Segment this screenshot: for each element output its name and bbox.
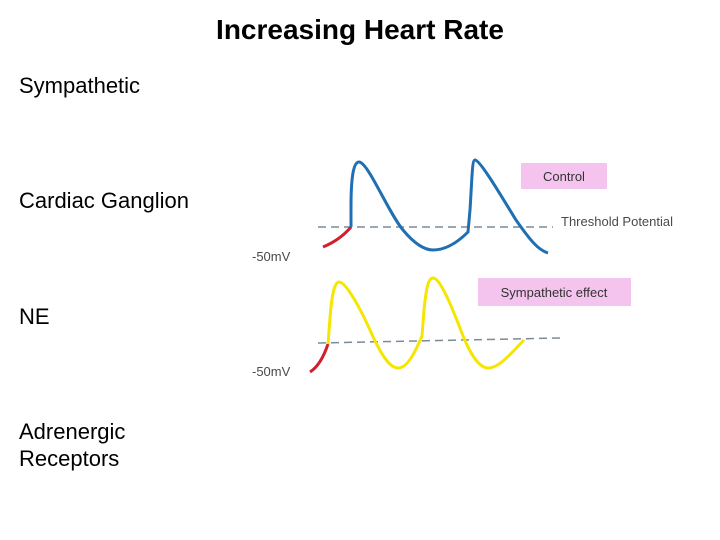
- label-ne: NE: [19, 304, 50, 329]
- sympathetic-wave: [326, 276, 526, 370]
- voltage-label-bottom: -50mV: [252, 364, 291, 379]
- sympathetic-effect-label: Sympathetic effect: [501, 285, 608, 300]
- control-prepotential: [322, 226, 353, 249]
- label-adrenergic-receptors: Adrenergic Receptors: [19, 419, 126, 471]
- label-sympathetic: Sympathetic: [19, 73, 141, 98]
- label-cardiac-ganglion: Cardiac Ganglion: [19, 188, 189, 213]
- sympathetic-label-box: [478, 278, 631, 306]
- control-wave: [349, 158, 549, 255]
- control-label-box: [521, 163, 607, 189]
- sympathetic-prepotential: [309, 343, 330, 374]
- control-label: Control: [543, 169, 585, 184]
- voltage-label-top: -50mV: [252, 249, 291, 264]
- threshold-potential-label: Threshold Potential: [561, 214, 673, 229]
- slide-title: Increasing Heart Rate: [216, 14, 504, 45]
- action-potential-figure: Control Threshold Potential -50mV Sympat…: [252, 158, 673, 379]
- threshold-line-bottom: [317, 337, 561, 344]
